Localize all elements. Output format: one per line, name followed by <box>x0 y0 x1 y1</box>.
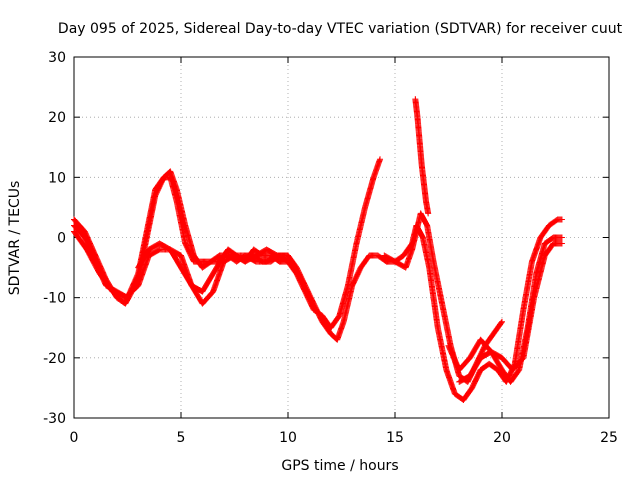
axis-ticks: 0 5 10 15 20 25 -30 -20 -10 0 10 20 30 <box>43 50 618 446</box>
x-tick-label: 25 <box>600 430 618 446</box>
y-axis-label: SDTVAR / TECUs <box>7 181 23 296</box>
data-point <box>377 156 384 163</box>
y-tick-label: -20 <box>43 351 66 367</box>
y-tick-label: 10 <box>48 170 66 186</box>
y-tick-label: -10 <box>43 291 66 307</box>
series-trace-4 <box>135 240 291 295</box>
series-trace-7 <box>456 240 565 385</box>
x-tick-label: 10 <box>279 430 297 446</box>
data-point <box>558 216 565 223</box>
data-points <box>71 96 565 403</box>
data-point <box>558 240 565 247</box>
y-tick-label: -30 <box>43 411 66 427</box>
data-point <box>498 319 505 326</box>
series-trace-1 <box>71 174 565 403</box>
series-trace-8 <box>412 96 432 217</box>
x-tick-label: 20 <box>493 430 511 446</box>
data-point <box>284 258 291 265</box>
x-axis-label: GPS time / hours <box>281 458 398 474</box>
y-tick-label: 30 <box>48 50 66 66</box>
x-tick-label: 15 <box>386 430 404 446</box>
y-tick-label: 0 <box>57 231 66 247</box>
series-trace-2 <box>71 156 384 331</box>
data-point <box>425 210 432 217</box>
data-point <box>499 318 505 325</box>
grid-lines <box>74 57 609 418</box>
chart-title: Day 095 of 2025, Sidereal Day-to-day VTE… <box>58 21 623 37</box>
data-point <box>558 234 565 241</box>
y-tick-label: 20 <box>48 110 66 126</box>
series-trace-5 <box>381 210 505 385</box>
x-tick-label: 5 <box>177 430 186 446</box>
data-point <box>285 252 291 259</box>
x-tick-label: 0 <box>70 430 79 446</box>
data-point <box>285 258 291 265</box>
